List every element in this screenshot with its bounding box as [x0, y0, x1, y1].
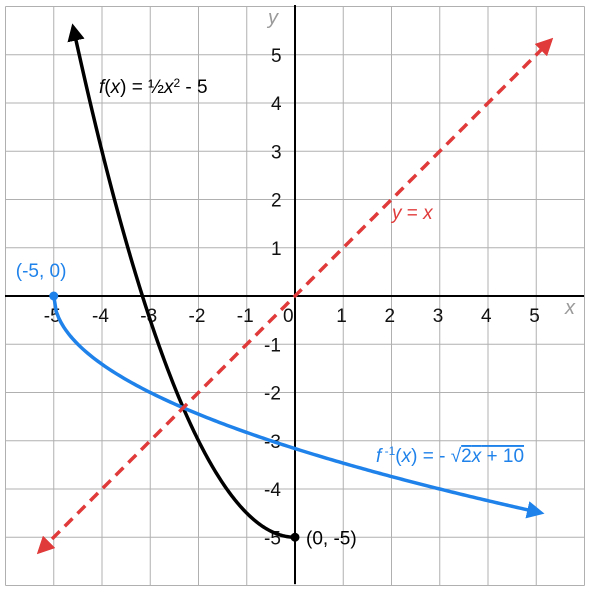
y-tick-label: 4	[271, 94, 282, 115]
y-tick-label: 5	[271, 46, 282, 67]
f-label: f(x) = ½x2 - 5	[99, 76, 208, 98]
x-tick-label: 3	[433, 306, 444, 327]
annotations: (-5, 0) (0, -5)	[16, 261, 357, 549]
f-inverse-label: f -1(x) = - √2x + 10	[376, 444, 524, 467]
y-tick-label: -2	[264, 384, 281, 405]
x-tick-label: 0	[283, 306, 294, 327]
y-axis-label: y	[266, 7, 279, 29]
point-f-vertex-dot	[290, 532, 300, 542]
y-tick-label: -4	[264, 480, 281, 501]
x-axis-label: x	[564, 297, 576, 319]
x-tick-label: 1	[336, 306, 347, 327]
series-labels: f(x) = ½x2 - 5 y = x f -1(x) = - √2x + 1…	[99, 76, 524, 467]
y-tick-label: 2	[271, 191, 282, 212]
y-tick-label: 1	[271, 239, 282, 260]
series-identity-line	[36, 37, 554, 555]
y-tick-label: 3	[271, 142, 282, 163]
point-f-inverse-start-label: (-5, 0)	[16, 261, 67, 282]
identity-label: y = x	[390, 203, 434, 224]
x-tick-label: -4	[92, 306, 109, 327]
x-tick-label: -1	[237, 306, 254, 327]
x-tick-label: -2	[189, 306, 206, 327]
x-tick-label: 2	[385, 306, 396, 327]
point-f-vertex-label: (0, -5)	[306, 528, 357, 549]
x-tick-label: 5	[529, 306, 540, 327]
point-f-inverse-start-dot	[49, 291, 59, 301]
y-tick-label: -1	[264, 335, 281, 356]
series-group	[36, 23, 554, 555]
x-tick-label: 4	[481, 306, 492, 327]
series-f-inverse-line	[52, 295, 545, 519]
